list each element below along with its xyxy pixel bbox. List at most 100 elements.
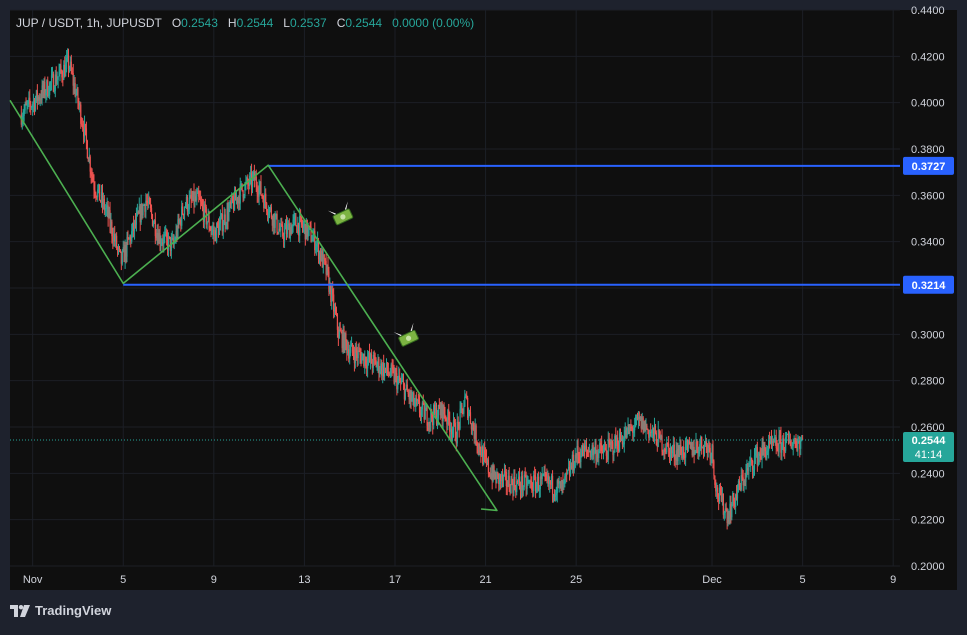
candle-body (450, 429, 452, 432)
candle-body (503, 471, 506, 476)
candle-body (577, 445, 579, 456)
candle-body (488, 472, 490, 475)
candle-body (104, 209, 106, 211)
candle-body (668, 443, 670, 448)
candle-body (58, 72, 60, 77)
candle-body (729, 503, 731, 523)
candle-body (415, 398, 417, 405)
candle-body (166, 231, 168, 238)
candle-body (740, 475, 742, 490)
candle-body (536, 476, 539, 485)
y-tick-label: 0.3600 (911, 190, 945, 202)
candle-body (432, 418, 434, 426)
candle-body (567, 469, 569, 474)
candle-body (492, 465, 494, 482)
candle-body (94, 189, 96, 194)
candle-body (316, 244, 318, 247)
candle-body (741, 475, 743, 478)
candle-body (615, 435, 617, 447)
candle-body (92, 175, 94, 182)
candle-body (799, 440, 801, 449)
candle-body (47, 80, 49, 97)
candle-body (489, 474, 491, 478)
candle-body (451, 429, 454, 435)
candle-body (349, 353, 351, 359)
candle-body (108, 210, 110, 218)
candle-body (518, 476, 521, 487)
candle-body (360, 355, 362, 364)
tradingview-brand[interactable]: TradingView (10, 603, 111, 618)
candle-body (667, 442, 669, 444)
candle-body (183, 214, 185, 216)
candle-body (456, 421, 458, 444)
candle-body (344, 333, 346, 351)
candle-body (437, 404, 439, 419)
candle-body (585, 446, 588, 450)
candle-body (526, 482, 528, 489)
candle-body (631, 427, 633, 429)
candle-body (564, 476, 566, 480)
candle-body (291, 225, 293, 234)
candle-body (671, 450, 674, 454)
candle-body (791, 446, 793, 449)
candle-body (42, 85, 44, 92)
candle-body (345, 333, 347, 342)
candle-body (548, 475, 550, 485)
candle-body (55, 74, 57, 84)
candle-body (584, 446, 587, 450)
candle-body (441, 402, 443, 422)
candle-body (570, 466, 573, 469)
candle-body (726, 510, 728, 523)
candle-body (649, 431, 651, 438)
close-value: 0.2544 (345, 16, 383, 30)
candle-body (372, 355, 374, 368)
candle-body (147, 202, 149, 204)
candle-body (359, 351, 361, 356)
candle-body (321, 250, 323, 268)
candle-body (276, 213, 278, 233)
candle-body (443, 405, 445, 415)
candle-body (412, 392, 414, 399)
candle-body (683, 446, 685, 457)
candle-body (458, 422, 460, 429)
candle-body (801, 438, 803, 441)
candle-body (235, 197, 238, 201)
candle-body (171, 238, 173, 240)
candle-body (250, 172, 252, 176)
candle-body (275, 213, 277, 218)
candle-body (648, 429, 650, 438)
candle-body (419, 412, 422, 416)
candle-body (493, 465, 495, 478)
candle-body (240, 183, 242, 185)
candle-body (400, 381, 402, 383)
candle-body (154, 220, 156, 237)
candle-body (246, 178, 248, 183)
symbol-label[interactable]: JUP / USDT, 1h, JUPUSDT (16, 16, 162, 30)
candle-body (25, 103, 27, 106)
candle-body (533, 475, 535, 491)
candle-body (529, 480, 531, 482)
candle-body (576, 445, 578, 459)
candle-body (60, 65, 62, 72)
candle-body (558, 483, 560, 485)
candle-body (302, 226, 305, 229)
candle-body (358, 350, 360, 352)
candle-body (624, 430, 626, 436)
candle-body (467, 413, 470, 418)
candle-body (155, 236, 157, 238)
candle-body (748, 465, 750, 471)
candle-body (273, 214, 275, 228)
candle-body (471, 422, 473, 430)
candle-body (130, 236, 132, 242)
candle-body (674, 458, 676, 460)
candle-body (790, 445, 792, 449)
candle-body (722, 493, 724, 515)
candle-body (727, 516, 729, 523)
candle-body (626, 427, 628, 438)
time-scale-background (10, 566, 957, 590)
candle-body (723, 513, 725, 515)
candle-body (468, 412, 471, 414)
candle-body (348, 349, 350, 359)
